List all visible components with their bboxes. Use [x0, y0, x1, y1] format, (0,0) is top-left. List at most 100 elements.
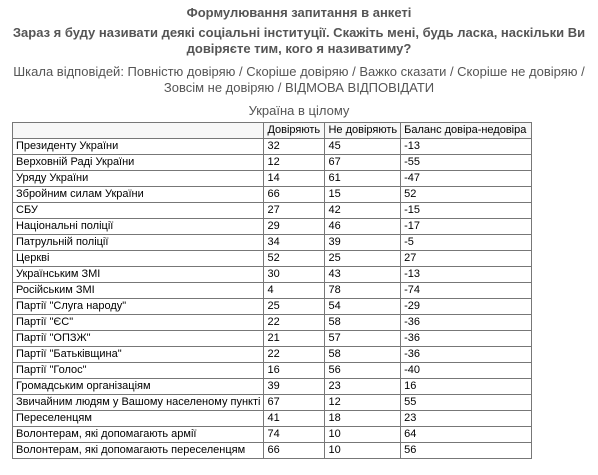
answer-scale: Шкала відповідей: Повністю довіряю / Ско…	[0, 64, 598, 96]
cell-distrust: 23	[324, 378, 402, 395]
cell-trust: 22	[263, 346, 326, 363]
cell-institution: Громадським організаціям	[11, 378, 265, 395]
cell-trust: 66	[263, 442, 326, 459]
cell-institution: Партії "Слуга народу"	[11, 298, 265, 315]
table-row: Партії "Слуга народу" 25 54 -29	[11, 298, 533, 315]
header-distrust: Не довіряють	[324, 122, 402, 139]
cell-distrust: 54	[324, 298, 402, 315]
cell-distrust: 56	[324, 362, 402, 379]
cell-trust: 22	[263, 314, 326, 331]
table-row: Російським ЗМІ 4 78 -74	[11, 282, 533, 299]
cell-balance: -13	[400, 266, 533, 283]
cell-distrust: 10	[324, 426, 402, 443]
section-heading: Формулювання запитання в анкеті	[186, 5, 412, 20]
table-row: Партії "Голос" 16 56 -40	[11, 362, 533, 379]
cell-institution: Уряду України	[11, 170, 265, 187]
cell-trust: 41	[263, 410, 326, 427]
table-row: Переселенцям 41 18 23	[11, 410, 533, 427]
cell-trust: 52	[263, 250, 326, 267]
cell-trust: 25	[263, 298, 326, 315]
cell-distrust: 15	[324, 186, 402, 203]
cell-distrust: 12	[324, 394, 402, 411]
cell-trust: 14	[263, 170, 326, 187]
cell-balance: -55	[400, 154, 533, 171]
cell-institution: Партії "ОПЗЖ"	[11, 330, 265, 347]
cell-balance: 27	[400, 250, 533, 267]
cell-balance: -36	[400, 330, 533, 347]
cell-balance: -74	[400, 282, 533, 299]
cell-trust: 74	[263, 426, 326, 443]
cell-institution: Партії "ЄС"	[11, 314, 265, 331]
cell-institution: Верховній Раді України	[11, 154, 265, 171]
header-institution	[11, 122, 265, 139]
cell-institution: Церкві	[11, 250, 265, 267]
cell-institution: Українським ЗМІ	[11, 266, 265, 283]
cell-distrust: 10	[324, 442, 402, 459]
cell-distrust: 57	[324, 330, 402, 347]
cell-trust: 4	[263, 282, 326, 299]
cell-trust: 27	[263, 202, 326, 219]
table-row: Збройним силам України 66 15 52	[11, 186, 533, 203]
cell-institution: Збройним силам України	[11, 186, 265, 203]
cell-trust: 29	[263, 218, 326, 235]
table-row: Звичайним людям у Вашому населеному пунк…	[11, 394, 533, 411]
cell-institution: СБУ	[11, 202, 265, 219]
cell-trust: 12	[263, 154, 326, 171]
cell-institution: Президенту України	[11, 138, 265, 155]
table-row: Українським ЗМІ 30 43 -13	[11, 266, 533, 283]
cell-institution: Звичайним людям у Вашому населеному пунк…	[11, 394, 265, 411]
cell-distrust: 67	[324, 154, 402, 171]
table-row: Партії "ОПЗЖ" 21 57 -36	[11, 330, 533, 347]
cell-trust: 67	[263, 394, 326, 411]
cell-balance: -40	[400, 362, 533, 379]
cell-trust: 21	[263, 330, 326, 347]
header-trust: Довіряють	[263, 122, 326, 139]
cell-balance: 55	[400, 394, 533, 411]
cell-balance: 64	[400, 426, 533, 443]
table-row: Церкві 52 25 27	[11, 250, 533, 267]
cell-institution: Переселенцям	[11, 410, 265, 427]
table-row: Президенту України 32 45 -13	[11, 138, 533, 155]
trust-table: Довіряють Не довіряють Баланс довіра-нед…	[11, 122, 533, 459]
table-row: Партії "Батьківщина" 22 58 -36	[11, 346, 533, 363]
cell-institution: Патрульній поліції	[11, 234, 265, 251]
cell-institution: Волонтерам, які допомагають переселенцям	[11, 442, 265, 459]
cell-balance: 56	[400, 442, 533, 459]
cell-balance: 23	[400, 410, 533, 427]
table-subtitle: Україна в цілому	[248, 103, 350, 118]
cell-balance: -29	[400, 298, 533, 315]
cell-balance: -47	[400, 170, 533, 187]
cell-distrust: 42	[324, 202, 402, 219]
header-balance: Баланс довіра-недовіра	[400, 122, 533, 139]
cell-distrust: 25	[324, 250, 402, 267]
cell-trust: 34	[263, 234, 326, 251]
question-line-1: Зараз я буду називати деякі соціальні ін…	[12, 25, 586, 40]
question-line-2: довіряєте тим, кого я називатиму?	[186, 41, 412, 56]
table-row: Верховній Раді України 12 67 -55	[11, 154, 533, 171]
cell-trust: 66	[263, 186, 326, 203]
cell-distrust: 58	[324, 314, 402, 331]
answer-scale-line-1: Шкала відповідей: Повністю довіряю / Ско…	[13, 64, 585, 79]
cell-distrust: 45	[324, 138, 402, 155]
table-row: Волонтерам, які допомагають переселенцям…	[11, 442, 533, 459]
cell-distrust: 46	[324, 218, 402, 235]
cell-trust: 16	[263, 362, 326, 379]
cell-distrust: 43	[324, 266, 402, 283]
cell-balance: -15	[400, 202, 533, 219]
cell-institution: Партії "Голос"	[11, 362, 265, 379]
cell-balance: -36	[400, 314, 533, 331]
cell-distrust: 18	[324, 410, 402, 427]
cell-distrust: 39	[324, 234, 402, 251]
cell-institution: Російським ЗМІ	[11, 282, 265, 299]
table-row: Національні поліції 29 46 -17	[11, 218, 533, 235]
cell-balance: 16	[400, 378, 533, 395]
cell-distrust: 61	[324, 170, 402, 187]
cell-balance: 52	[400, 186, 533, 203]
table-row: Волонтерам, які допомагають армії 74 10 64	[11, 426, 533, 443]
cell-trust: 30	[263, 266, 326, 283]
table-header-row: Довіряють Не довіряють Баланс довіра-нед…	[11, 122, 533, 139]
question-text: Зараз я буду називати деякі соціальні ін…	[0, 25, 598, 57]
table-row: Патрульній поліції 34 39 -5	[11, 234, 533, 251]
cell-distrust: 78	[324, 282, 402, 299]
table-row: Громадським організаціям 39 23 16	[11, 378, 533, 395]
